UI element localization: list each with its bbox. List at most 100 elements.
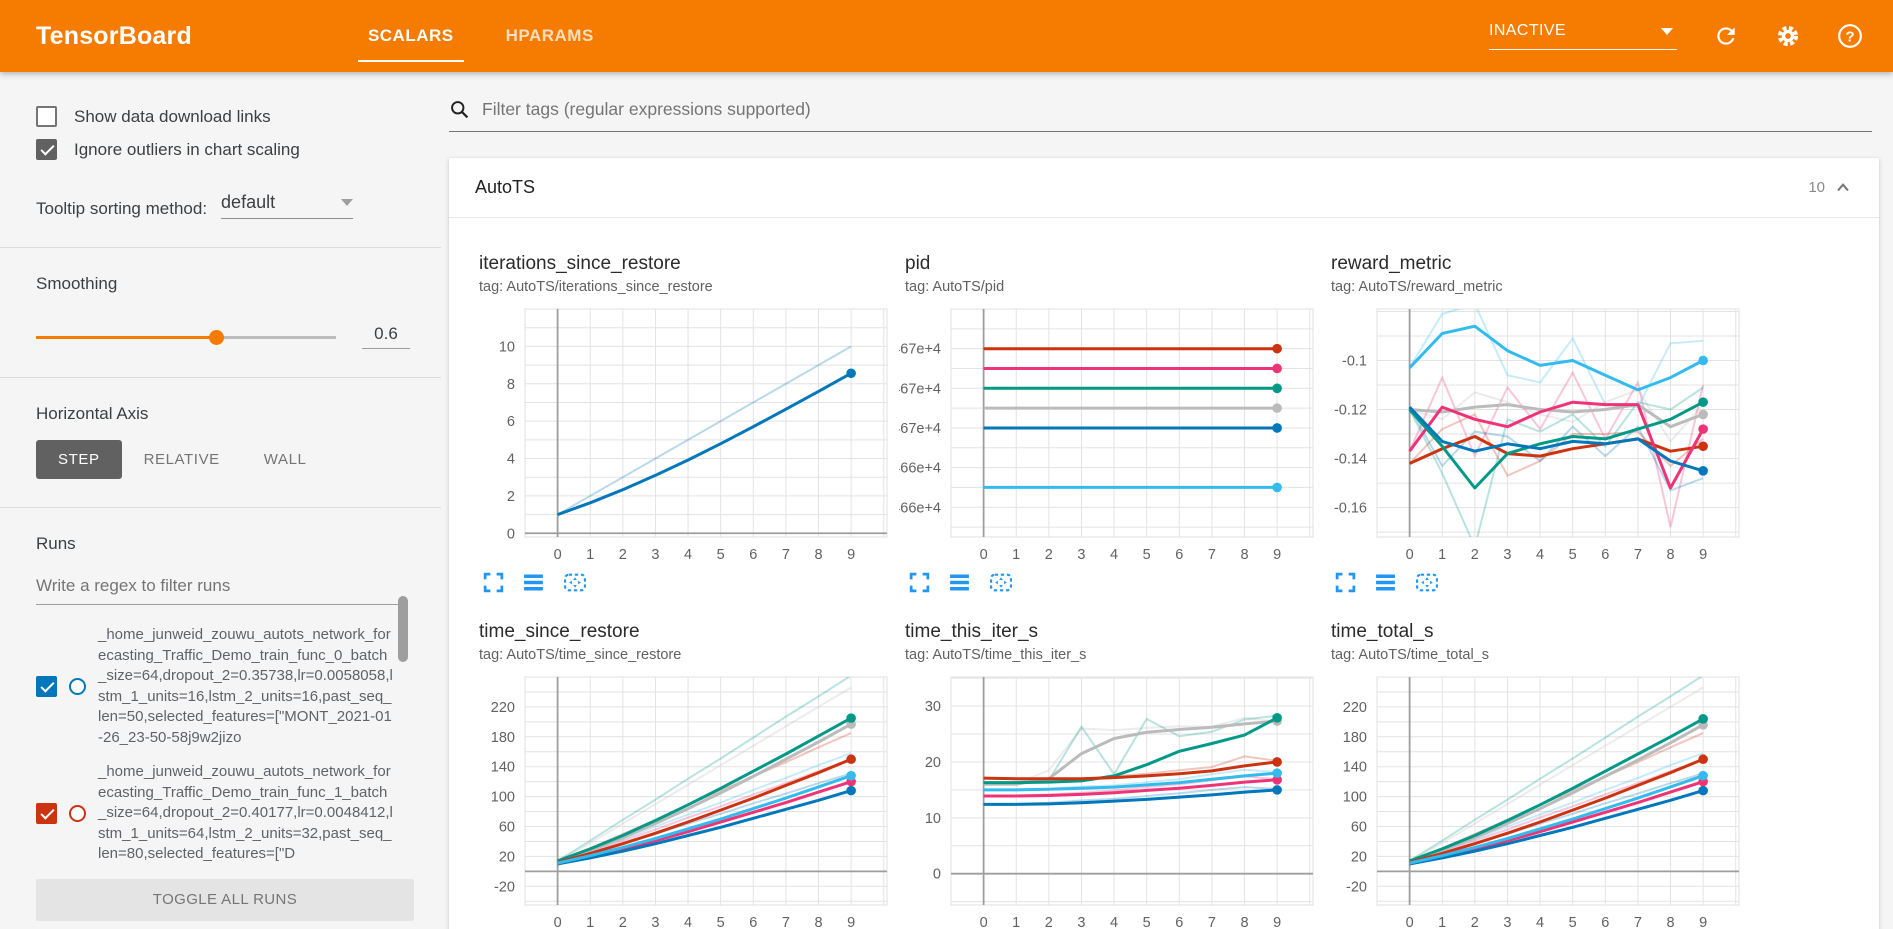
status-dropdown[interactable]: INACTIVE: [1489, 22, 1677, 50]
slider-thumb[interactable]: [209, 329, 224, 345]
fit-domain-icon[interactable]: [1414, 571, 1440, 594]
chart-tag: tag: AutoTS/iterations_since_restore: [479, 279, 713, 295]
show-download-links-checkbox[interactable]: [36, 106, 57, 127]
chart-plot[interactable]: 0 2 4 6 8 10 0 1 2 3 4 5 6 7 8 9: [473, 303, 895, 565]
run-checkbox[interactable]: [36, 676, 57, 697]
search-icon: [451, 101, 469, 119]
tooltip-sorting-row: Tooltip sorting method: default: [36, 192, 441, 219]
ignore-outliers-label: Ignore outliers in chart scaling: [74, 139, 300, 159]
svg-text:2: 2: [1045, 915, 1053, 929]
svg-text:3: 3: [1077, 547, 1085, 563]
svg-text:100: 100: [1343, 790, 1367, 806]
svg-text:2: 2: [1045, 547, 1053, 563]
horizontal-bars-icon[interactable]: [522, 571, 545, 594]
axis-step-button[interactable]: STEP: [36, 440, 122, 479]
svg-text:3: 3: [1503, 547, 1511, 563]
section-header[interactable]: AutoTS 10: [449, 158, 1879, 218]
smoothing-slider[interactable]: [36, 329, 336, 345]
run-radio[interactable]: [69, 804, 86, 822]
axis-wall-button[interactable]: WALL: [263, 451, 307, 468]
svg-text:-20: -20: [1346, 879, 1367, 895]
svg-text:20: 20: [1351, 849, 1367, 865]
svg-text:6: 6: [507, 414, 515, 430]
chart-plot[interactable]: 220 180 140 100 60 20 -20 0 1 2 3 4 5 6 7 8 9: [1325, 671, 1747, 929]
svg-text:4: 4: [684, 915, 692, 929]
svg-text:-0.16: -0.16: [1334, 501, 1367, 517]
scalar-chart-card: time_total_s tag: AutoTS/time_total_s 22…: [1325, 620, 1751, 929]
svg-text:-0.14: -0.14: [1334, 452, 1367, 468]
smoothing-value[interactable]: 0.6: [362, 324, 410, 349]
svg-text:0: 0: [980, 915, 988, 929]
svg-text:1: 1: [586, 547, 594, 563]
fit-domain-icon[interactable]: [562, 571, 588, 594]
tab-scalars[interactable]: SCALARS: [342, 0, 480, 72]
refresh-icon[interactable]: [1713, 23, 1739, 49]
svg-text:3: 3: [1077, 915, 1085, 929]
svg-text:4: 4: [507, 452, 515, 468]
chart-toolbar: [1334, 571, 1751, 594]
svg-text:3: 3: [651, 547, 659, 563]
fit-domain-icon[interactable]: [988, 571, 1014, 594]
svg-text:0: 0: [980, 547, 988, 563]
chart-tag: tag: AutoTS/reward_metric: [1331, 279, 1503, 295]
divider: [0, 247, 441, 248]
svg-text:3: 3: [1503, 915, 1511, 929]
run-name: _home_junweid_zouwu_autots_network_forec…: [98, 763, 393, 862]
chart-tag: tag: AutoTS/time_since_restore: [479, 647, 682, 663]
divider: [0, 507, 441, 508]
svg-text:2: 2: [1471, 547, 1479, 563]
svg-text:7: 7: [782, 915, 790, 929]
fullscreen-icon[interactable]: [482, 571, 505, 594]
svg-text:6: 6: [1175, 915, 1183, 929]
svg-text:9: 9: [1273, 915, 1281, 929]
horizontal-bars-icon[interactable]: [948, 571, 971, 594]
chart-plot[interactable]: -0.1 -0.12 -0.14 -0.16 0 1 2 3 4 5 6 7 8 9: [1325, 303, 1747, 565]
axis-relative-button[interactable]: RELATIVE: [143, 451, 220, 468]
horizontal-bars-icon[interactable]: [1374, 571, 1397, 594]
charts-grid: iterations_since_restore tag: AutoTS/ite…: [449, 218, 1879, 929]
show-download-links-label: Show data download links: [74, 106, 271, 126]
toggle-all-runs-button[interactable]: TOGGLE ALL RUNS: [36, 878, 414, 921]
svg-text:100: 100: [491, 790, 515, 806]
svg-text:5: 5: [1569, 915, 1577, 929]
fullscreen-icon[interactable]: [908, 571, 931, 594]
tooltip-sorting-dropdown[interactable]: default: [221, 192, 354, 219]
header-actions: INACTIVE ?: [1489, 22, 1863, 50]
run-checkbox[interactable]: [36, 802, 57, 824]
svg-text:8: 8: [1240, 547, 1248, 563]
svg-text:3: 3: [651, 915, 659, 929]
svg-text:9: 9: [1699, 915, 1707, 929]
tag-filter-input[interactable]: [480, 98, 1872, 121]
help-icon[interactable]: ?: [1837, 23, 1863, 49]
svg-text:6: 6: [1601, 547, 1609, 563]
svg-text:4: 4: [1110, 915, 1118, 929]
scalar-chart-card: time_this_iter_s tag: AutoTS/time_this_i…: [899, 620, 1325, 929]
svg-text:4: 4: [1536, 915, 1544, 929]
tab-hparams[interactable]: HPARAMS: [505, 26, 594, 45]
svg-text:7: 7: [1208, 547, 1216, 563]
svg-text:9: 9: [1273, 547, 1281, 563]
svg-text:2: 2: [619, 547, 627, 563]
sidebar-scrollbar[interactable]: [398, 596, 408, 662]
gear-icon[interactable]: [1775, 23, 1801, 49]
runs-filter-input[interactable]: [36, 570, 408, 605]
svg-text:60: 60: [1351, 820, 1367, 836]
section-collapse-control[interactable]: 10: [1808, 178, 1853, 198]
svg-text:20: 20: [499, 849, 515, 865]
horizontal-axis-label: Horizontal Axis: [36, 404, 149, 423]
chart-plot[interactable]: 30 20 10 0 0 1 2 3 4 5 6 7 8 9: [899, 671, 1321, 929]
scalar-chart-card: time_since_restore tag: AutoTS/time_sinc…: [473, 620, 899, 929]
fullscreen-icon[interactable]: [1334, 571, 1357, 594]
run-radio[interactable]: [69, 678, 86, 695]
smoothing-row: 0.6: [36, 324, 441, 349]
svg-text:180: 180: [491, 730, 515, 746]
chart-plot[interactable]: 220 180 140 100 60 20 -20 0 1 2 3 4 5 6 7 8 9: [473, 671, 895, 929]
svg-text:8: 8: [814, 915, 822, 929]
svg-text:5: 5: [717, 547, 725, 563]
ignore-outliers-checkbox[interactable]: [36, 139, 57, 160]
chart-title: time_since_restore: [479, 621, 640, 642]
svg-text:140: 140: [491, 760, 515, 776]
